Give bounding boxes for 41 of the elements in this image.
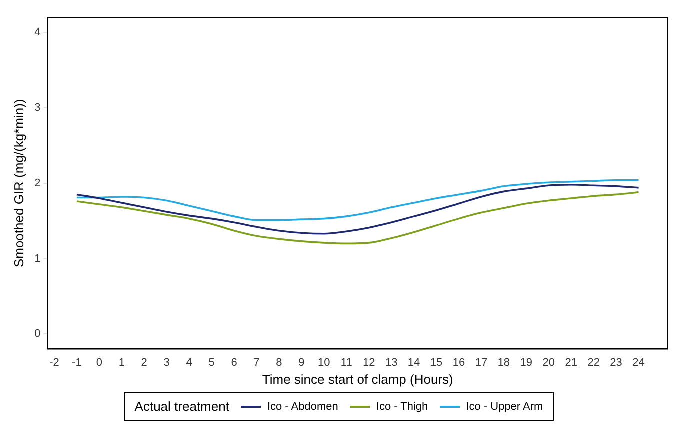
x-tick-label: 21 bbox=[565, 356, 578, 369]
y-tick-label: 4 bbox=[34, 26, 41, 39]
y-tick-label: 1 bbox=[34, 252, 41, 265]
x-tick-label: 4 bbox=[186, 356, 192, 369]
x-tick-label: 15 bbox=[430, 356, 443, 369]
x-tick-label: 1 bbox=[118, 356, 125, 369]
x-tick-label: 13 bbox=[385, 356, 398, 369]
x-tick-label: 20 bbox=[542, 356, 556, 369]
y-axis-title: Smoothed GIR (mg/(kg*min)) bbox=[11, 99, 26, 268]
x-tick-label: 3 bbox=[164, 356, 170, 369]
x-tick-label: 7 bbox=[254, 356, 260, 369]
x-tick-label: 23 bbox=[610, 356, 622, 369]
x-tick-label: 18 bbox=[498, 356, 510, 369]
x-tick-label: 9 bbox=[298, 356, 305, 369]
x-tick-label: 5 bbox=[208, 356, 215, 369]
x-tick-label: 14 bbox=[408, 356, 420, 369]
line-series bbox=[76, 192, 640, 245]
x-tick-label: 19 bbox=[520, 356, 533, 369]
line-series bbox=[76, 184, 640, 235]
y-tick-label: 0 bbox=[34, 328, 41, 340]
x-tick-label: 6 bbox=[231, 356, 238, 369]
x-tick-label: 24 bbox=[632, 356, 645, 369]
legend-label: Ico - Upper Arm bbox=[466, 400, 544, 412]
x-tick-label: -1 bbox=[72, 356, 82, 369]
x-tick-label: 2 bbox=[141, 356, 148, 369]
legend-label: Ico - Abdomen bbox=[267, 400, 338, 412]
y-tick-label: 2 bbox=[34, 177, 41, 190]
x-tick-label: 0 bbox=[96, 356, 102, 369]
x-tick-label: 16 bbox=[452, 356, 466, 369]
legend-title: Actual treatment bbox=[134, 399, 230, 414]
x-tick-label: 11 bbox=[340, 356, 352, 369]
x-tick-label: 12 bbox=[362, 356, 376, 369]
legend-label: Ico - Thigh bbox=[376, 400, 428, 412]
y-tick-label: 3 bbox=[34, 102, 41, 114]
x-axis-title: Time since start of clamp (Hours) bbox=[262, 372, 454, 387]
x-tick-label: 8 bbox=[276, 356, 282, 369]
line-series bbox=[76, 179, 640, 222]
x-tick-label: 10 bbox=[318, 356, 330, 369]
x-tick-label: 17 bbox=[475, 356, 488, 369]
x-tick-label: 22 bbox=[588, 356, 600, 369]
x-tick-label: -2 bbox=[50, 356, 60, 369]
